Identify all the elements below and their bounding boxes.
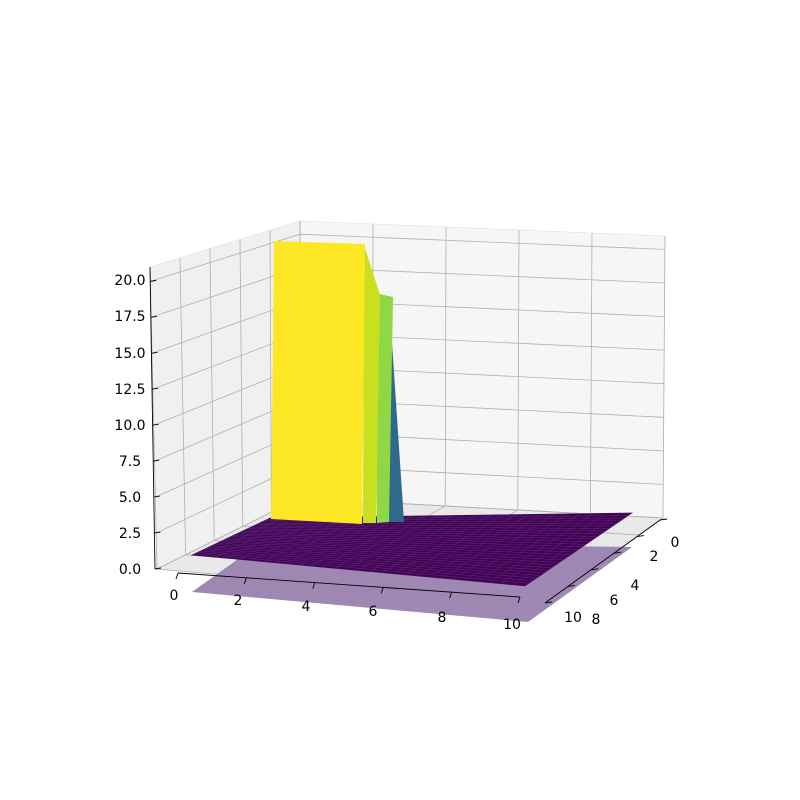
y-wall-gridline — [662, 235, 666, 519]
z-tick-mark — [153, 495, 160, 498]
surface-mesh-line — [417, 514, 516, 577]
x-tick-mark — [449, 592, 453, 599]
surface-step-face-3 — [363, 245, 380, 523]
x-axis-line — [177, 572, 521, 598]
surface-mesh-line — [239, 532, 590, 542]
x-tick-label: 6 — [369, 604, 378, 620]
surface — [190, 241, 633, 587]
surface-step-face-2 — [375, 293, 393, 523]
z-tick-label: 17.5 — [114, 309, 145, 325]
z-tick-mark — [150, 315, 157, 318]
surface-mesh-line — [244, 529, 598, 537]
surface-mesh-line — [394, 514, 490, 575]
z-tick-mark — [150, 279, 157, 282]
z-tick-label: 12.5 — [114, 382, 145, 398]
x-tick-mark — [312, 582, 316, 589]
z-tick-label: 5.0 — [119, 490, 141, 506]
x-wall-gridline — [269, 230, 272, 513]
y-tick-label: 4 — [631, 578, 640, 594]
surface-mesh-line — [477, 513, 581, 582]
surface-step-face-4 — [271, 241, 365, 524]
z-tick-mark — [151, 351, 158, 354]
surface-mesh-line — [261, 520, 621, 523]
x-wall-gridline — [179, 257, 186, 555]
y-tick-label: 8 — [592, 612, 601, 628]
x-tick-label: 8 — [438, 610, 447, 626]
x-tick-mark — [517, 596, 521, 604]
y-wall-gridline — [517, 229, 520, 511]
z-tick-label: 20.0 — [114, 273, 145, 289]
y-tick-mark — [544, 601, 553, 604]
z-tick-mark — [154, 567, 162, 570]
surface-mesh-line — [405, 514, 503, 576]
y-tick-mark — [567, 584, 576, 587]
z-tick-label: 2.5 — [119, 526, 141, 542]
floor-projection-line — [491, 546, 593, 619]
y-tick-mark — [636, 535, 645, 538]
surface-mesh-line — [453, 513, 555, 580]
floor-projection-line — [503, 546, 606, 621]
y-tick-label: 2 — [650, 549, 659, 565]
y-axis-line — [544, 519, 661, 604]
y-tick-mark — [590, 568, 599, 571]
y-tick-label: 6 — [610, 593, 619, 609]
x-tick-label: 4 — [302, 599, 311, 615]
x-tick-mark — [243, 577, 247, 584]
x-tick-label: 0 — [170, 588, 179, 604]
surface-mesh-line — [370, 515, 465, 572]
surface-mesh-line — [233, 534, 583, 548]
surface-mesh-line — [230, 536, 579, 550]
x-wall-gridline — [209, 248, 215, 541]
x-tick-mark — [380, 587, 384, 594]
surface-mesh-line — [256, 524, 613, 527]
z-tick-label: 10.0 — [114, 418, 145, 434]
x-tick-label: 10 — [503, 617, 521, 633]
surface-mesh-line — [512, 512, 620, 586]
y-tick-label: 10 — [564, 610, 582, 626]
z-tick-label: 0.0 — [119, 562, 141, 578]
surface-mesh-line — [429, 514, 529, 578]
surface-mesh-line — [236, 533, 587, 545]
z-tick-mark — [151, 387, 159, 390]
z-tick-label: 15.0 — [114, 346, 145, 362]
y-tick-mark — [659, 518, 668, 521]
z-tick-mark — [154, 531, 161, 534]
surface-mesh-line — [465, 513, 568, 581]
z-tick-mark — [152, 423, 159, 426]
surface-mesh-line — [253, 525, 610, 529]
z-tick-mark — [153, 459, 160, 462]
surface-mesh-line — [242, 530, 594, 540]
y-tick-label: 0 — [671, 535, 680, 551]
x-wall-gridline — [239, 239, 244, 527]
surface-mesh-line — [501, 513, 607, 584]
surface-mesh-line — [441, 514, 542, 579]
surface-mesh-line — [250, 527, 606, 532]
surface-mesh-line — [382, 514, 477, 573]
surface-mesh-line — [247, 528, 602, 535]
tick-labels: 0.02.55.07.510.012.515.017.520.00 2 4 6 8 100… — [114, 273, 679, 633]
surface-mesh-line — [489, 513, 594, 583]
z-tick-label: 7.5 — [119, 454, 141, 470]
floor-projection-line — [515, 546, 619, 622]
y-wall-gridline — [590, 232, 593, 515]
x-tick-mark — [175, 572, 179, 580]
y-tick-mark — [613, 551, 622, 554]
x-tick-label: 2 — [234, 593, 243, 609]
y-wall-gridline — [444, 226, 447, 507]
